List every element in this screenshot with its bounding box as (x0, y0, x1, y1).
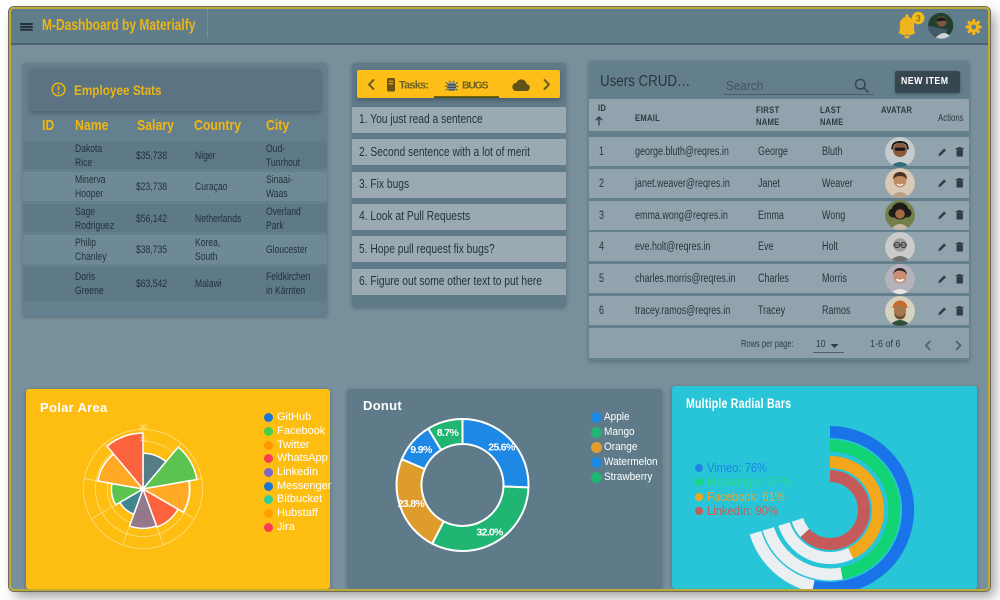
svg-text:3: 3 (916, 13, 921, 23)
svg-text:BUGS: BUGS (462, 80, 489, 92)
svg-text:8.7%: 8.7% (437, 427, 460, 439)
svg-text:25.6%: 25.6% (488, 442, 516, 454)
svg-text:23.8%: 23.8% (398, 498, 426, 510)
svg-text:Tasks:: Tasks: (399, 80, 429, 92)
svg-text:32.0%: 32.0% (476, 527, 504, 539)
svg-text:20: 20 (139, 424, 147, 431)
svg-text:9.9%: 9.9% (410, 444, 433, 456)
svg-text:15: 15 (139, 436, 147, 443)
